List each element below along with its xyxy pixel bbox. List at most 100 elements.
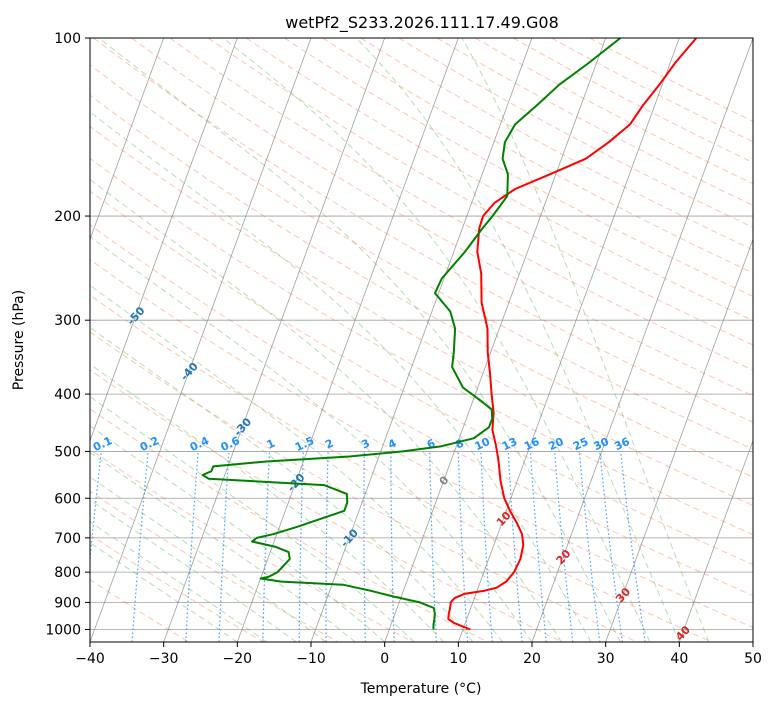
dry-adiabat-line <box>93 38 753 423</box>
x-tick-label: 30 <box>597 651 615 667</box>
mixing-ratio-line <box>390 451 395 642</box>
moist-adiabat-line <box>90 235 533 642</box>
dry-adiabats <box>90 38 753 642</box>
mixing-ratio-label: 6 <box>425 436 438 451</box>
y-tick-label: 800 <box>54 565 81 581</box>
dry-adiabat-line <box>90 579 190 642</box>
mixing-ratio-label: 1 <box>265 437 277 452</box>
x-tick-label: 10 <box>449 651 467 667</box>
y-tick-label: 300 <box>54 313 81 329</box>
dry-adiabat-line <box>90 331 638 642</box>
dry-adiabat-line <box>284 38 753 297</box>
dry-adiabat-line <box>90 369 563 642</box>
x-tick-label: 50 <box>744 651 762 667</box>
dry-adiabat-line <box>90 534 264 642</box>
x-tick-label: −30 <box>149 651 179 667</box>
dry-adiabat-line <box>90 190 753 566</box>
mixing-ratio-label: 10 <box>473 435 493 453</box>
mixing-ratio-line <box>529 451 547 642</box>
dry-adiabat-line <box>90 94 753 478</box>
dry-adiabat-line <box>90 448 414 642</box>
isotherm-line <box>90 38 165 241</box>
dry-adiabat-line <box>245 38 753 322</box>
dry-adiabat-line <box>90 157 753 536</box>
x-tick-label: −40 <box>75 651 105 667</box>
dry-adiabat-line <box>90 294 712 642</box>
isotherm-line <box>457 38 680 642</box>
isotherm-label: 0 <box>437 473 452 488</box>
dry-adiabat-line <box>207 38 753 346</box>
mixing-ratio-label: 36 <box>612 435 632 453</box>
mixing-ratio-lines <box>90 451 646 642</box>
dry-adiabat-line <box>90 490 339 642</box>
moist-adiabat-line <box>98 38 621 642</box>
isotherm-lines <box>90 38 753 642</box>
x-tick-label: 20 <box>523 651 541 667</box>
isotherm-line <box>310 38 533 642</box>
profile-series <box>201 38 698 631</box>
mixing-ratio-label: 20 <box>546 435 566 453</box>
moist-adiabat-line <box>90 326 474 642</box>
dry-adiabat-line <box>90 125 753 507</box>
plot-frame <box>89 37 754 643</box>
mixing-ratio-line <box>325 451 329 642</box>
x-tick-label: 0 <box>380 651 389 667</box>
x-tick-label: 40 <box>670 651 688 667</box>
isotherm-label: -70 <box>18 193 41 217</box>
isotherm-line <box>752 640 753 642</box>
mixing-ratio-labels: 0.1 0.2 0.4 0.6 1 1.5 2 3 4 6 8 10 13 16 20 25 30 36 <box>91 434 632 454</box>
mixing-ratio-line <box>578 451 601 642</box>
x-axis-ticks: −40 −30 −20 −10 0 10 20 30 40 50 <box>75 642 762 667</box>
x-tick-label: −10 <box>296 651 326 667</box>
y-tick-label: 700 <box>54 531 81 547</box>
isotherm-line <box>678 439 753 642</box>
y-tick-label: 600 <box>54 491 81 507</box>
mixing-ratio-line <box>90 451 102 564</box>
dry-adiabat-line <box>513 38 753 164</box>
dry-adiabat-line <box>90 224 753 597</box>
mixing-ratio-label: 3 <box>359 437 371 452</box>
isotherm-label: -60 <box>71 248 94 272</box>
moist-adiabat-line <box>222 38 651 642</box>
isotherm-line <box>531 38 753 642</box>
moist-adiabat-line <box>90 396 415 642</box>
moist-adiabat-line <box>355 38 680 642</box>
y-axis-title: Pressure (hPa) <box>11 290 27 390</box>
temperature-line <box>447 38 698 631</box>
dry-adiabat-line <box>322 38 753 274</box>
moist-adiabat-line <box>90 476 326 642</box>
moist-adiabat-line <box>461 38 710 642</box>
x-axis-title: Temperature (°C) <box>360 681 482 697</box>
isotherm-label: 20 <box>554 547 574 567</box>
mixing-ratio-label: 4 <box>386 436 399 451</box>
dewpoint-line <box>201 38 622 630</box>
dry-adiabat-line <box>90 64 753 450</box>
moist-adiabat-line <box>90 521 268 642</box>
isotherm-line <box>90 38 312 642</box>
isotherm-line <box>90 38 238 442</box>
mixing-ratio-line <box>599 451 623 642</box>
y-tick-label: 900 <box>54 595 81 611</box>
moist-adiabat-line <box>90 111 592 642</box>
mixing-ratio-line <box>554 451 574 642</box>
mixing-ratio-line <box>457 451 469 642</box>
isotherm-line <box>605 238 753 642</box>
dry-adiabat-line <box>169 38 753 371</box>
mixing-ratio-line <box>363 451 366 642</box>
moist-adiabat-line <box>90 451 356 642</box>
y-tick-label: 200 <box>54 209 81 225</box>
moist-adiabat-line <box>90 425 386 642</box>
mixing-ratio-label: 16 <box>522 435 542 453</box>
y-axis-ticks: 100 200 300 400 500 600 700 800 900 1000 <box>45 31 90 638</box>
isotherm-line <box>236 38 459 642</box>
y-tick-label: 100 <box>54 31 81 47</box>
y-tick-label: 1000 <box>45 622 81 638</box>
isotherm-line <box>163 38 386 642</box>
moist-adiabat-line <box>90 542 238 642</box>
moist-adiabat-line <box>90 499 297 642</box>
dry-adiabat-line <box>474 38 753 185</box>
chart-title: wetPf2_S233.2026.111.17.49.G08 <box>285 13 559 33</box>
y-tick-label: 500 <box>54 444 81 460</box>
moist-adiabat-line <box>90 363 444 642</box>
moist-adiabats <box>90 38 710 642</box>
